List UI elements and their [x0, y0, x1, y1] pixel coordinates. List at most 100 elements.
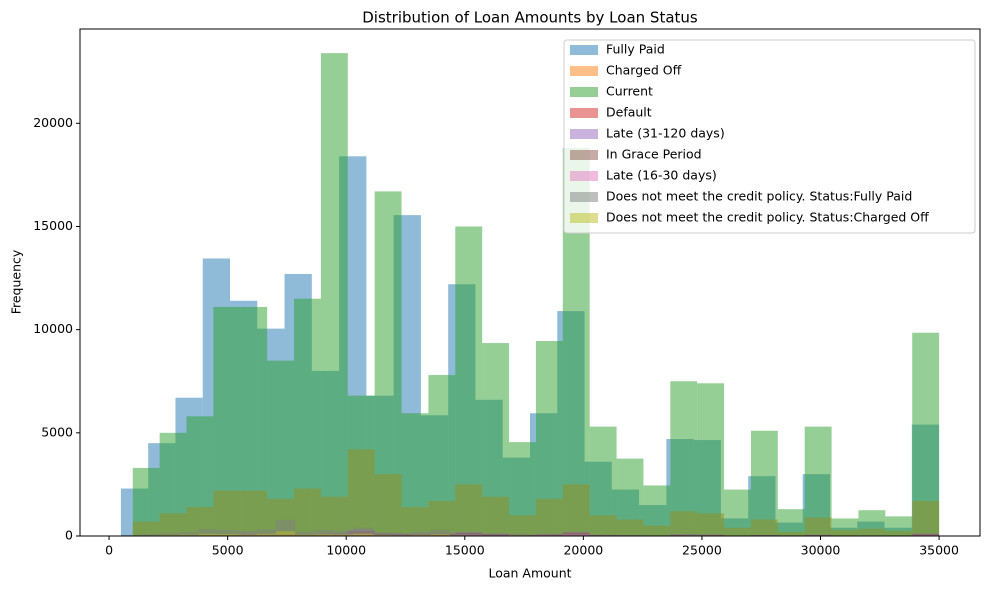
histogram-bar — [186, 416, 214, 536]
histogram-bar — [140, 534, 160, 536]
histogram-bar — [294, 298, 321, 536]
histogram-bar — [670, 381, 698, 536]
x-tick-label: 15000 — [445, 543, 485, 558]
histogram-bar — [314, 530, 334, 536]
histogram-bar — [455, 226, 483, 536]
histogram-bar — [562, 532, 590, 536]
x-tick-label: 25000 — [682, 543, 722, 558]
x-axis-label: Loan Amount — [488, 566, 571, 581]
histogram-bar — [347, 395, 375, 536]
x-tick-label: 30000 — [801, 543, 841, 558]
histogram-bar — [401, 413, 429, 536]
y-tick-label: 10000 — [33, 321, 73, 336]
histogram-bar — [682, 534, 702, 536]
histogram-bar — [430, 534, 451, 536]
chart-title: Distribution of Loan Amounts by Loan Sta… — [362, 9, 698, 27]
histogram-bar — [912, 332, 940, 536]
histogram-bar — [198, 533, 218, 536]
histogram-bar — [450, 534, 470, 536]
histogram-bar — [527, 534, 548, 536]
histogram-bar — [159, 432, 187, 536]
histogram-bar — [320, 53, 348, 537]
histogram-bar — [804, 426, 832, 536]
x-tick-label: 35000 — [919, 543, 959, 558]
legend-label: In Grace Period — [606, 147, 702, 162]
legend-swatch — [570, 66, 598, 76]
histogram-bar — [430, 529, 451, 536]
histogram-bar — [858, 510, 886, 536]
histogram-bar — [643, 485, 671, 536]
y-tick-label: 20000 — [33, 115, 73, 130]
histogram-bar — [724, 489, 751, 536]
histogram-bar — [589, 426, 617, 536]
histogram-bar — [508, 533, 528, 536]
axes-frame — [79, 28, 981, 537]
histogram-bar — [213, 306, 241, 536]
histogram-bar — [482, 343, 510, 536]
histogram-bar — [237, 534, 257, 536]
legend-label: Does not meet the credit policy. Status:… — [606, 189, 912, 204]
legend-swatch — [570, 108, 598, 118]
histogram-bar — [179, 532, 199, 536]
histogram-bar — [535, 341, 563, 536]
histogram-bar — [237, 531, 257, 536]
histogram-bar — [333, 530, 354, 536]
histogram-bar — [295, 531, 315, 536]
legend-swatch — [570, 129, 598, 139]
legend-swatch — [570, 213, 598, 223]
histogram-bar — [372, 532, 393, 536]
histogram-bar — [831, 518, 859, 536]
y-tick-label: 0 — [65, 528, 73, 543]
histogram-bar — [697, 383, 725, 536]
histogram-bar — [295, 534, 315, 536]
x-tick-label: 5000 — [212, 543, 244, 558]
histogram-bar — [267, 360, 295, 536]
x-tick-label: 10000 — [326, 543, 366, 558]
histogram-bar — [392, 533, 412, 536]
x-tick-label: 20000 — [563, 543, 603, 558]
histogram-bar — [217, 534, 238, 536]
histogram-bar — [428, 375, 456, 536]
legend-swatch — [570, 171, 598, 181]
histogram-bar — [275, 531, 296, 536]
histogram-bar — [411, 531, 431, 536]
histogram-bar — [411, 534, 431, 536]
histogram-bar — [885, 516, 913, 536]
histogram-bar — [353, 527, 373, 536]
histogram-bar — [353, 533, 373, 536]
legend-swatch — [570, 150, 598, 160]
histogram-bar — [179, 534, 199, 536]
histogram-bar — [750, 430, 778, 536]
legend-label: Charged Off — [606, 63, 682, 78]
histogram-bar — [535, 534, 563, 536]
y-axis-label: Frequency — [9, 249, 24, 314]
legend-box — [563, 39, 976, 234]
histogram-bar — [509, 442, 536, 536]
legend-swatch — [570, 87, 598, 97]
histogram-bar — [374, 191, 402, 536]
legend-label: Late (31-120 days) — [606, 126, 725, 141]
x-tick-label: 0 — [105, 543, 113, 558]
histogram-bar — [256, 529, 276, 536]
histogram-bar — [912, 534, 940, 536]
histogram-bar — [198, 529, 218, 536]
histogram-bar — [217, 530, 238, 536]
histogram-bar — [256, 533, 276, 536]
legend-label: Does not meet the credit policy. Status:… — [606, 210, 929, 225]
histogram-bar — [697, 534, 725, 536]
histogram-bar — [240, 306, 268, 536]
histogram-bar — [616, 458, 644, 536]
histogram-bar — [132, 467, 160, 536]
bars — [120, 53, 940, 537]
legend-label: Fully Paid — [606, 42, 665, 57]
y-tick-label: 5000 — [41, 424, 73, 439]
legend-label: Late (16-30 days) — [606, 168, 717, 183]
histogram-bar — [333, 534, 354, 536]
legend-label: Current — [606, 84, 653, 99]
histogram-bar — [605, 534, 625, 536]
y-tick-label: 15000 — [33, 218, 73, 233]
legend-swatch — [570, 45, 598, 55]
histogram-bar — [777, 509, 805, 536]
legend-label: Default — [606, 105, 652, 120]
